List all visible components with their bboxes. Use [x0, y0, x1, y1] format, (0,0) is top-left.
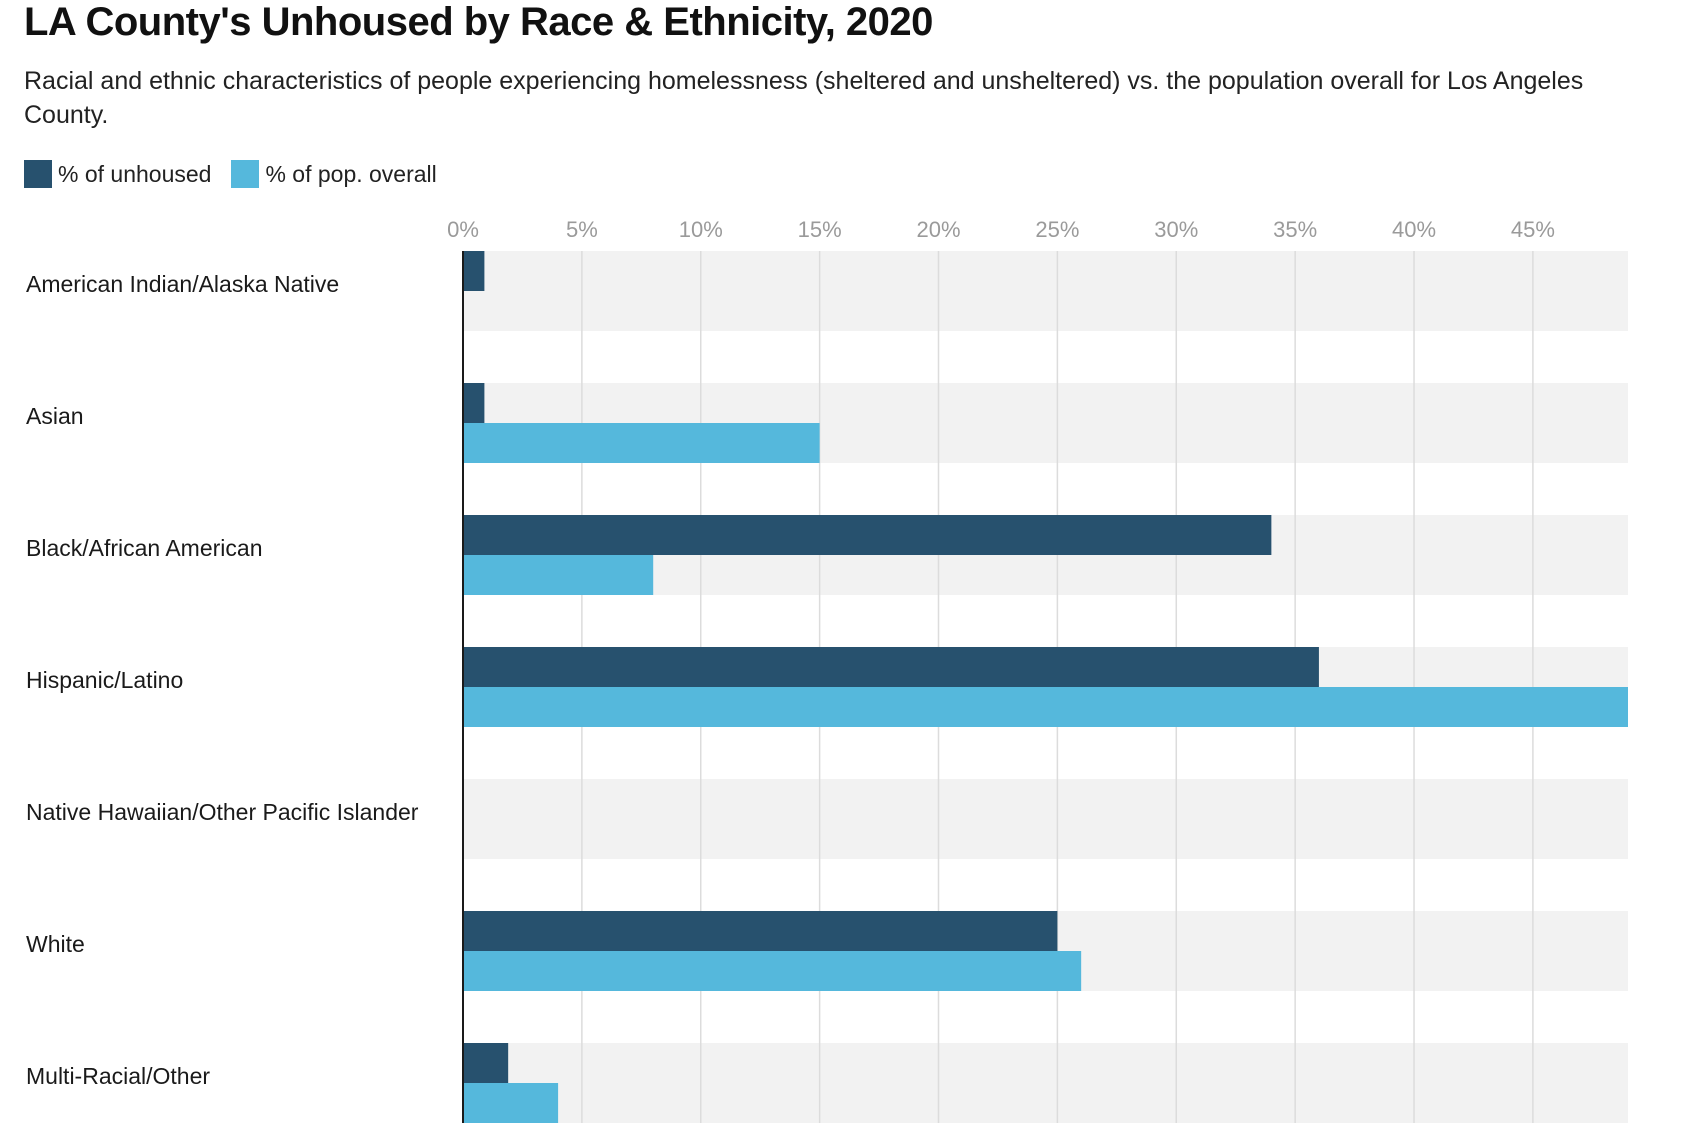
x-tick-label: 10%	[679, 217, 723, 242]
legend-label-unhoused: % of unhoused	[58, 160, 212, 187]
bar-overall	[463, 1083, 559, 1123]
category-label: Multi-Racial/Other	[26, 1063, 210, 1089]
x-tick-label: 15%	[798, 217, 842, 242]
row-band	[463, 1043, 1628, 1123]
category-label: American Indian/Alaska Native	[26, 271, 339, 297]
category-label: White	[26, 931, 85, 957]
x-tick-label: 35%	[1273, 217, 1317, 242]
legend: % of unhoused % of pop. overall	[24, 160, 457, 188]
x-tick-label: 25%	[1035, 217, 1079, 242]
x-tick-label: 30%	[1154, 217, 1198, 242]
bar-unhoused	[463, 515, 1272, 555]
legend-swatch-unhoused	[24, 160, 52, 188]
x-tick-label: 5%	[566, 217, 598, 242]
legend-item-unhoused: % of unhoused	[24, 160, 211, 188]
bar-overall	[463, 555, 654, 595]
legend-item-overall: % of pop. overall	[231, 160, 437, 188]
category-label: Black/African American	[26, 535, 262, 561]
legend-swatch-overall	[231, 160, 260, 188]
x-tick-label: 0%	[447, 217, 479, 242]
bar-overall	[463, 687, 1628, 727]
row-band	[463, 779, 1628, 859]
legend-label-overall: % of pop. overall	[265, 160, 437, 187]
category-label: Native Hawaiian/Other Pacific Islander	[26, 799, 419, 825]
chart-title: LA County's Unhoused by Race & Ethnicity…	[24, 0, 933, 44]
bar-unhoused	[463, 1043, 509, 1083]
row-band	[463, 251, 1628, 331]
bar-unhoused	[463, 647, 1319, 687]
x-tick-label: 40%	[1392, 217, 1436, 242]
bar-overall	[463, 951, 1082, 991]
x-tick-label: 20%	[916, 217, 960, 242]
bar-overall	[463, 423, 820, 463]
category-label: Asian	[26, 403, 84, 429]
bar-unhoused	[463, 383, 485, 423]
chart-subtitle: Racial and ethnic characteristics of peo…	[24, 67, 1584, 129]
bar-unhoused	[463, 251, 485, 291]
x-tick-label: 45%	[1511, 217, 1555, 242]
category-label: Hispanic/Latino	[26, 667, 183, 693]
bar-unhoused	[463, 911, 1058, 951]
